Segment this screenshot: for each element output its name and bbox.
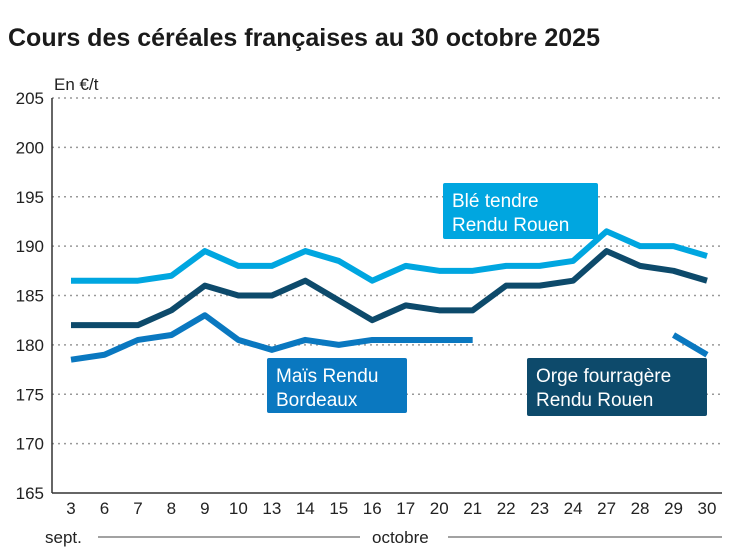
y-tick-label: 200: [16, 138, 44, 157]
x-tick-label: 14: [296, 499, 315, 518]
month-label-sept: sept.: [45, 528, 82, 547]
series-label-box-2: [267, 358, 407, 413]
x-tick-label: 20: [430, 499, 449, 518]
y-tick-label: 175: [16, 385, 44, 404]
series-label: Maïs Rendu: [276, 366, 378, 387]
series-label: Blé tendre: [452, 191, 539, 212]
series-label-box-1: [527, 358, 707, 416]
series-line-0: [71, 228, 708, 284]
x-tick-label: 13: [262, 499, 281, 518]
month-label-octobre: octobre: [372, 528, 429, 547]
y-axis-label: En €/t: [54, 75, 99, 94]
y-tick-label: 195: [16, 188, 44, 207]
x-tick-label: 23: [530, 499, 549, 518]
x-tick-label: 29: [664, 499, 683, 518]
x-tick-label: 15: [329, 499, 348, 518]
x-tick-label: 7: [133, 499, 142, 518]
y-tick-label: 170: [16, 435, 44, 454]
series-label-box-0: [443, 183, 598, 239]
x-tick-label: 6: [100, 499, 109, 518]
series-line-2: [70, 312, 709, 363]
series-label: Rendu Rouen: [452, 215, 569, 236]
x-tick-label: 17: [396, 499, 415, 518]
y-tick-label: 205: [16, 89, 44, 108]
x-tick-label: 10: [229, 499, 248, 518]
y-tick-label: 185: [16, 287, 44, 306]
series-line-1: [71, 248, 708, 329]
series-label: Orge fourragère: [536, 366, 671, 387]
x-tick-label: 24: [564, 499, 583, 518]
x-tick-label: 27: [597, 499, 616, 518]
x-tick-label: 28: [631, 499, 650, 518]
x-tick-label: 16: [363, 499, 382, 518]
x-tick-label: 8: [167, 499, 176, 518]
x-tick-label: 22: [497, 499, 516, 518]
y-tick-label: 165: [16, 484, 44, 503]
x-tick-label: 30: [698, 499, 717, 518]
series-label: Bordeaux: [276, 390, 358, 411]
y-tick-label: 190: [16, 237, 44, 256]
chart-title: Cours des céréales françaises au 30 octo…: [8, 24, 600, 52]
y-tick-label: 180: [16, 336, 44, 355]
x-tick-label: 3: [66, 499, 75, 518]
x-tick-label: 9: [200, 499, 209, 518]
series-label: Rendu Rouen: [536, 390, 653, 411]
x-tick-label: 21: [463, 499, 482, 518]
